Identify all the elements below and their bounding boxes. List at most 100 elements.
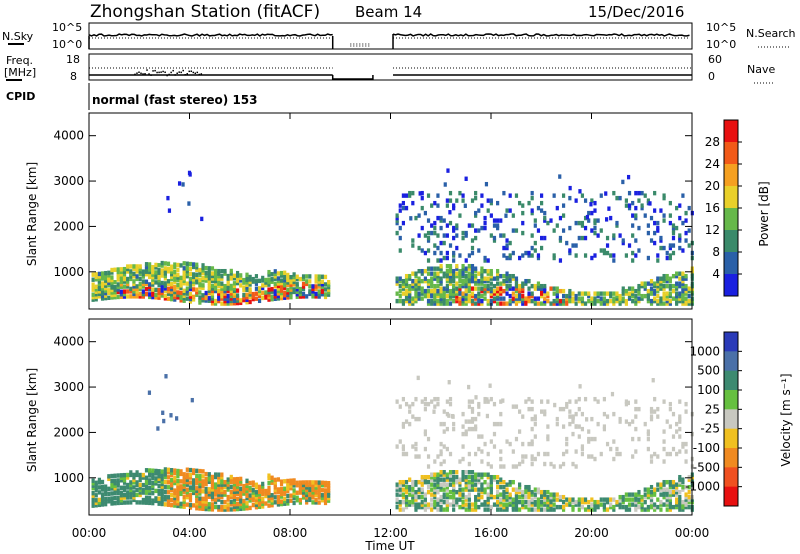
scatter-cell — [467, 484, 471, 490]
scatter-cell — [678, 489, 682, 495]
scatter-cell — [461, 502, 465, 507]
scatter-cell — [195, 265, 199, 270]
scatter-cell — [678, 276, 682, 281]
scatter-cell — [539, 235, 544, 241]
scatter-cell — [555, 301, 559, 306]
scatter-cell — [239, 506, 243, 512]
scatter-cell — [574, 399, 578, 404]
scatter-cell — [467, 286, 471, 291]
scatter-cell — [179, 486, 183, 492]
scatter-cell — [480, 434, 484, 439]
scatter-cell — [144, 480, 149, 485]
scatter-cell — [248, 498, 252, 503]
scatter-cell — [311, 485, 315, 490]
scatter-cell — [308, 495, 312, 500]
scatter-cell — [245, 483, 249, 489]
scatter-cell — [179, 263, 183, 268]
scatter-cell — [154, 488, 158, 494]
scatter-cell — [129, 482, 133, 488]
scatter-cell — [129, 470, 133, 475]
scatter-cell — [442, 218, 446, 223]
scatter-cell — [327, 480, 331, 486]
scatter-cell — [653, 220, 657, 226]
scatter-cell — [458, 288, 462, 294]
scatter-cell — [426, 291, 431, 296]
scatter-cell — [254, 281, 259, 286]
scatter-cell — [160, 290, 164, 296]
scatter-cell — [445, 286, 449, 291]
x-tick-label: 04:00 — [172, 526, 207, 540]
scatter-cell — [543, 451, 547, 457]
scatter-cell — [289, 287, 293, 292]
scatter-cell — [144, 292, 149, 297]
scatter-cell — [298, 289, 302, 294]
scatter-cell — [188, 475, 193, 480]
scatter-cell — [627, 291, 632, 296]
scatter-cell — [527, 489, 531, 495]
scatter-cell — [91, 493, 95, 498]
scatter-cell — [687, 205, 691, 211]
scatter-cell — [242, 488, 246, 494]
scatter-cell — [217, 494, 221, 500]
scatter-cell — [681, 298, 685, 304]
scatter-cell — [486, 198, 490, 203]
scatter-cell — [173, 274, 177, 280]
scatter-cell — [477, 401, 481, 407]
scatter-cell — [198, 468, 202, 474]
scatter-cell — [640, 497, 644, 502]
scatter-cell — [662, 459, 666, 464]
scatter-cell — [681, 504, 685, 510]
scatter-cell — [659, 301, 663, 306]
scatter-cell — [452, 235, 456, 241]
scatter-cell — [148, 274, 152, 280]
scatter-cell — [602, 248, 607, 253]
scatter-cell — [561, 193, 566, 198]
scatter-cell — [489, 439, 493, 444]
scatter-cell — [477, 278, 481, 284]
scatter-cell — [624, 198, 628, 203]
scatter-cell — [154, 498, 158, 504]
scatter-cell — [602, 291, 607, 296]
scatter-cell — [179, 295, 183, 301]
scatter-cell — [110, 275, 114, 280]
scatter-cell — [480, 203, 484, 208]
scatter-cell — [119, 500, 123, 505]
scatter-cell — [464, 419, 468, 424]
scatter-cell — [276, 283, 281, 289]
scatter-cell — [558, 258, 563, 263]
scatter-cell — [235, 476, 240, 482]
scatter-cell — [182, 497, 186, 502]
scatter-cell — [486, 497, 490, 502]
scatter-cell — [170, 497, 174, 503]
scatter-cell — [226, 497, 230, 502]
scatter-cell — [138, 475, 142, 480]
scatter-cell — [615, 499, 619, 505]
scatter-cell — [107, 491, 111, 497]
scatter-cell — [229, 499, 233, 505]
scatter-cell — [518, 291, 522, 296]
scatter-cell — [141, 472, 145, 478]
scatter-cell — [662, 213, 666, 218]
scatter-cell — [612, 233, 616, 238]
scatter-cell — [539, 492, 544, 497]
scatter-cell — [232, 301, 237, 306]
scatter-cell — [267, 475, 271, 481]
scatter-cell — [308, 480, 312, 485]
scatter-cell — [154, 478, 158, 484]
scatter-cell — [577, 296, 581, 301]
scatter-cell — [188, 279, 193, 284]
scatter-cell — [188, 261, 193, 267]
scatter-cell — [436, 273, 440, 279]
scatter-cell — [546, 502, 550, 507]
scatter-cell — [458, 459, 462, 464]
scatter-cell — [116, 488, 120, 493]
scatter-cell — [492, 401, 497, 407]
scatter-cell — [97, 490, 101, 495]
scatter-cell — [681, 193, 685, 198]
scatter-cell — [671, 223, 676, 228]
scatter-cell — [464, 474, 468, 480]
scatter-cell — [426, 271, 431, 276]
scatter-cell — [239, 501, 243, 507]
scatter-cell — [176, 468, 180, 474]
